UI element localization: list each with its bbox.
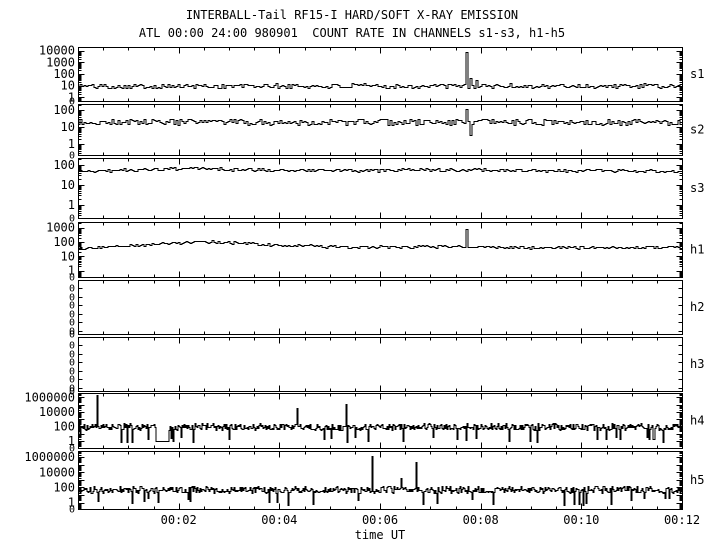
panel-frame-h1 — [78, 222, 683, 278]
ytick-zero-label-h2: 0 — [69, 284, 75, 295]
xtick-label: 00:08 — [463, 513, 499, 527]
xtick-label: 00:06 — [362, 513, 398, 527]
chart-title: INTERBALL-Tail RF15-I HARD/SOFT X-RAY EM… — [185, 8, 519, 22]
ytick-zero-label-h2: 0 — [69, 318, 75, 329]
ytick-label-h1: 10 — [61, 249, 75, 263]
ytick-label-h4: 10000 — [39, 405, 75, 419]
panel-label-s2: s2 — [690, 123, 704, 137]
xtick-label: 00:10 — [563, 513, 599, 527]
ytick-label-h5: 1 — [68, 496, 75, 510]
ytick-zero-label-h3: 0 — [69, 375, 75, 386]
ytick-zero-label-h3: 0 — [69, 341, 75, 352]
ytick-zero-label-s3: 0 — [69, 214, 75, 225]
ytick-zero-label-h2: 0 — [69, 330, 75, 341]
trace-h5 — [78, 456, 682, 506]
trace-h1 — [78, 229, 682, 250]
panel-frame-s1 — [78, 47, 683, 102]
xtick-label: 00:04 — [261, 513, 297, 527]
ytick-zero-label-h3: 0 — [69, 350, 75, 361]
ytick-label-s3: 100 — [53, 158, 75, 172]
chart-subtitle: ATL 00:00 24:00 980901 COUNT RATE IN CHA… — [138, 26, 566, 40]
ytick-zero-label-h2: 0 — [69, 293, 75, 304]
ytick-zero-label-h3: 0 — [69, 358, 75, 369]
panel-frame-h3 — [78, 337, 683, 392]
ytick-zero-label-s1: 0 — [69, 97, 75, 108]
ytick-zero-label-h5: 0 — [69, 505, 75, 516]
ytick-label-s2: 10 — [61, 120, 75, 134]
ytick-label-s1: 1 — [68, 90, 75, 104]
panel-frame-s2 — [78, 104, 683, 156]
trace-s2 — [78, 109, 682, 136]
trace-s1 — [78, 52, 682, 89]
panel-frame-s3 — [78, 158, 683, 219]
panel-label-h2: h2 — [690, 300, 704, 314]
ytick-label-h1: 1000 — [46, 221, 75, 235]
panel-frame-h5 — [78, 451, 683, 510]
panel-label-h1: h1 — [690, 243, 704, 257]
panel-label-h5: h5 — [690, 473, 704, 487]
ytick-zero-label-h4: 0 — [69, 444, 75, 455]
ytick-label-h1: 100 — [53, 235, 75, 249]
ytick-label-s3: 10 — [61, 178, 75, 192]
ytick-zero-label-h3: 0 — [69, 387, 75, 398]
ytick-zero-label-h1: 0 — [69, 273, 75, 284]
ytick-zero-label-h2: 0 — [69, 327, 75, 338]
ytick-label-h5: 100 — [53, 480, 75, 494]
xtick-label: 00:12 — [664, 513, 700, 527]
trace-h4 — [78, 395, 682, 443]
ytick-label-s2: 100 — [53, 103, 75, 117]
ytick-label-s1: 1000 — [46, 55, 75, 69]
x-axis-label: time UT — [354, 528, 406, 542]
panel-label-s3: s3 — [690, 181, 704, 195]
ytick-zero-label-h2: 0 — [69, 301, 75, 312]
ytick-label-h4: 1000000 — [24, 390, 75, 404]
ytick-zero-label-h3: 0 — [69, 367, 75, 378]
panel-label-h3: h3 — [690, 357, 704, 371]
panel-label-h4: h4 — [690, 414, 704, 428]
ytick-zero-label-h2: 0 — [69, 310, 75, 321]
ytick-label-h4: 1 — [68, 434, 75, 448]
ytick-label-s3: 1 — [68, 198, 75, 212]
trace-s3 — [78, 167, 682, 173]
ytick-label-s1: 10 — [61, 79, 75, 93]
xtick-label: 00:02 — [161, 513, 197, 527]
ytick-label-s1: 10000 — [39, 44, 75, 58]
ytick-label-h1: 1 — [68, 264, 75, 278]
panel-frame-h2 — [78, 280, 683, 335]
ytick-label-s1: 100 — [53, 67, 75, 81]
ytick-label-h5: 1000000 — [24, 450, 75, 464]
ytick-label-s2: 1 — [68, 137, 75, 151]
ytick-label-h4: 100 — [53, 419, 75, 433]
ytick-zero-label-s2: 0 — [69, 151, 75, 162]
ytick-label-h5: 10000 — [39, 465, 75, 479]
panel-label-s1: s1 — [690, 67, 704, 81]
ytick-zero-label-h3: 0 — [69, 384, 75, 395]
